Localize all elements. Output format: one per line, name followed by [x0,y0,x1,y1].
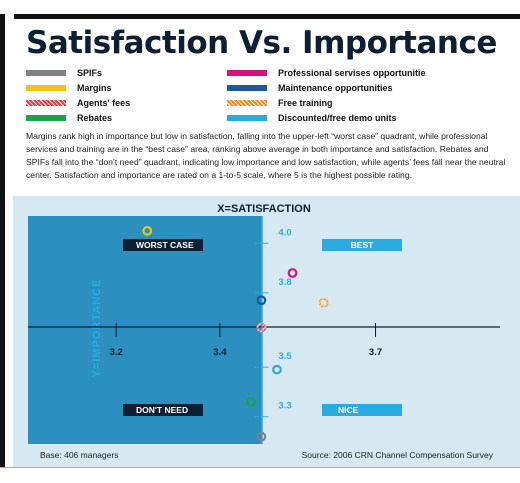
base-note: Base: 406 managers [40,450,119,460]
legend-swatch [26,100,66,106]
quadrant-label-worst-case: WORST CASE [136,240,194,250]
legend-swatch [26,115,66,121]
x-axis-ticks: 3.2 3.4 3.7 [110,323,382,358]
data-point [272,364,282,375]
left-rule [0,14,5,468]
x-axis-title: X=SATISFACTION [217,203,311,215]
data-point [256,295,267,306]
legend-label: Maintenance opportunities [278,83,393,93]
quadrant-label-nice-bg [322,404,402,416]
chart-description: Margins rank high in importance but low … [26,131,506,180]
legend-swatch [26,85,66,91]
chart-title: Satisfaction Vs. Importance [26,25,497,61]
legend-item: Margins [26,81,112,95]
bottom-rule [0,467,520,468]
data-point [287,268,298,278]
data-point [142,225,153,236]
data-point [246,396,256,407]
legend-item: Agents' fees [26,96,130,110]
quadrant-label-best-bg [322,239,402,251]
data-point [318,297,329,308]
legend-label: Rebates [77,113,113,123]
top-rule [14,14,520,19]
legend-swatch [227,70,267,76]
x-tick-label: 3.2 [110,347,123,358]
y-tick-label: 3.5 [278,351,292,362]
quadrant-label-worst-case-bg [123,239,203,251]
quadrant-label-best: BEST [351,240,374,250]
source-note: Source: 2006 CRN Channel Compensation Su… [301,450,493,460]
legend-item: Maintenance opportunities [227,81,393,95]
x-tick-label: 3.7 [369,347,382,358]
quadrant-label-dont-need-bg [123,404,203,416]
legend-item: Rebates [26,111,112,125]
legend-label: Agents' fees [77,98,131,108]
y-axis-title: Y=IMPORTANCE [91,279,103,378]
legend-label: Professional servises opportunitie [278,68,426,78]
legend-item: Free training [227,96,333,110]
quadrant-label-nice: NICE [338,405,359,415]
legend-swatch [227,115,267,121]
legend-item: SPIFs [26,66,102,80]
quadrant-label-dont-need: DON'T NEED [136,405,188,415]
legend-label: Free training [278,98,333,108]
y-tick-label: 3.8 [278,277,291,288]
legend-swatch [26,70,66,76]
y-axis-ticks: 4.0 3.8 3.5 3.3 [254,227,292,418]
legend-item: Professional servises opportunitie [227,66,426,80]
y-tick-label: 3.3 [278,401,291,412]
data-point [256,431,267,442]
legend-label: Margins [77,83,112,93]
x-tick-label: 3.4 [213,347,227,358]
data-points [142,225,329,442]
legend-label: Discounted/free demo units [278,113,397,123]
legend-swatch [227,100,267,106]
legend-swatch [227,85,267,91]
legend-label: SPIFs [77,68,103,78]
legend-item: Discounted/free demo units [227,111,397,125]
data-point [256,322,267,333]
y-tick-label: 4.0 [278,227,291,238]
